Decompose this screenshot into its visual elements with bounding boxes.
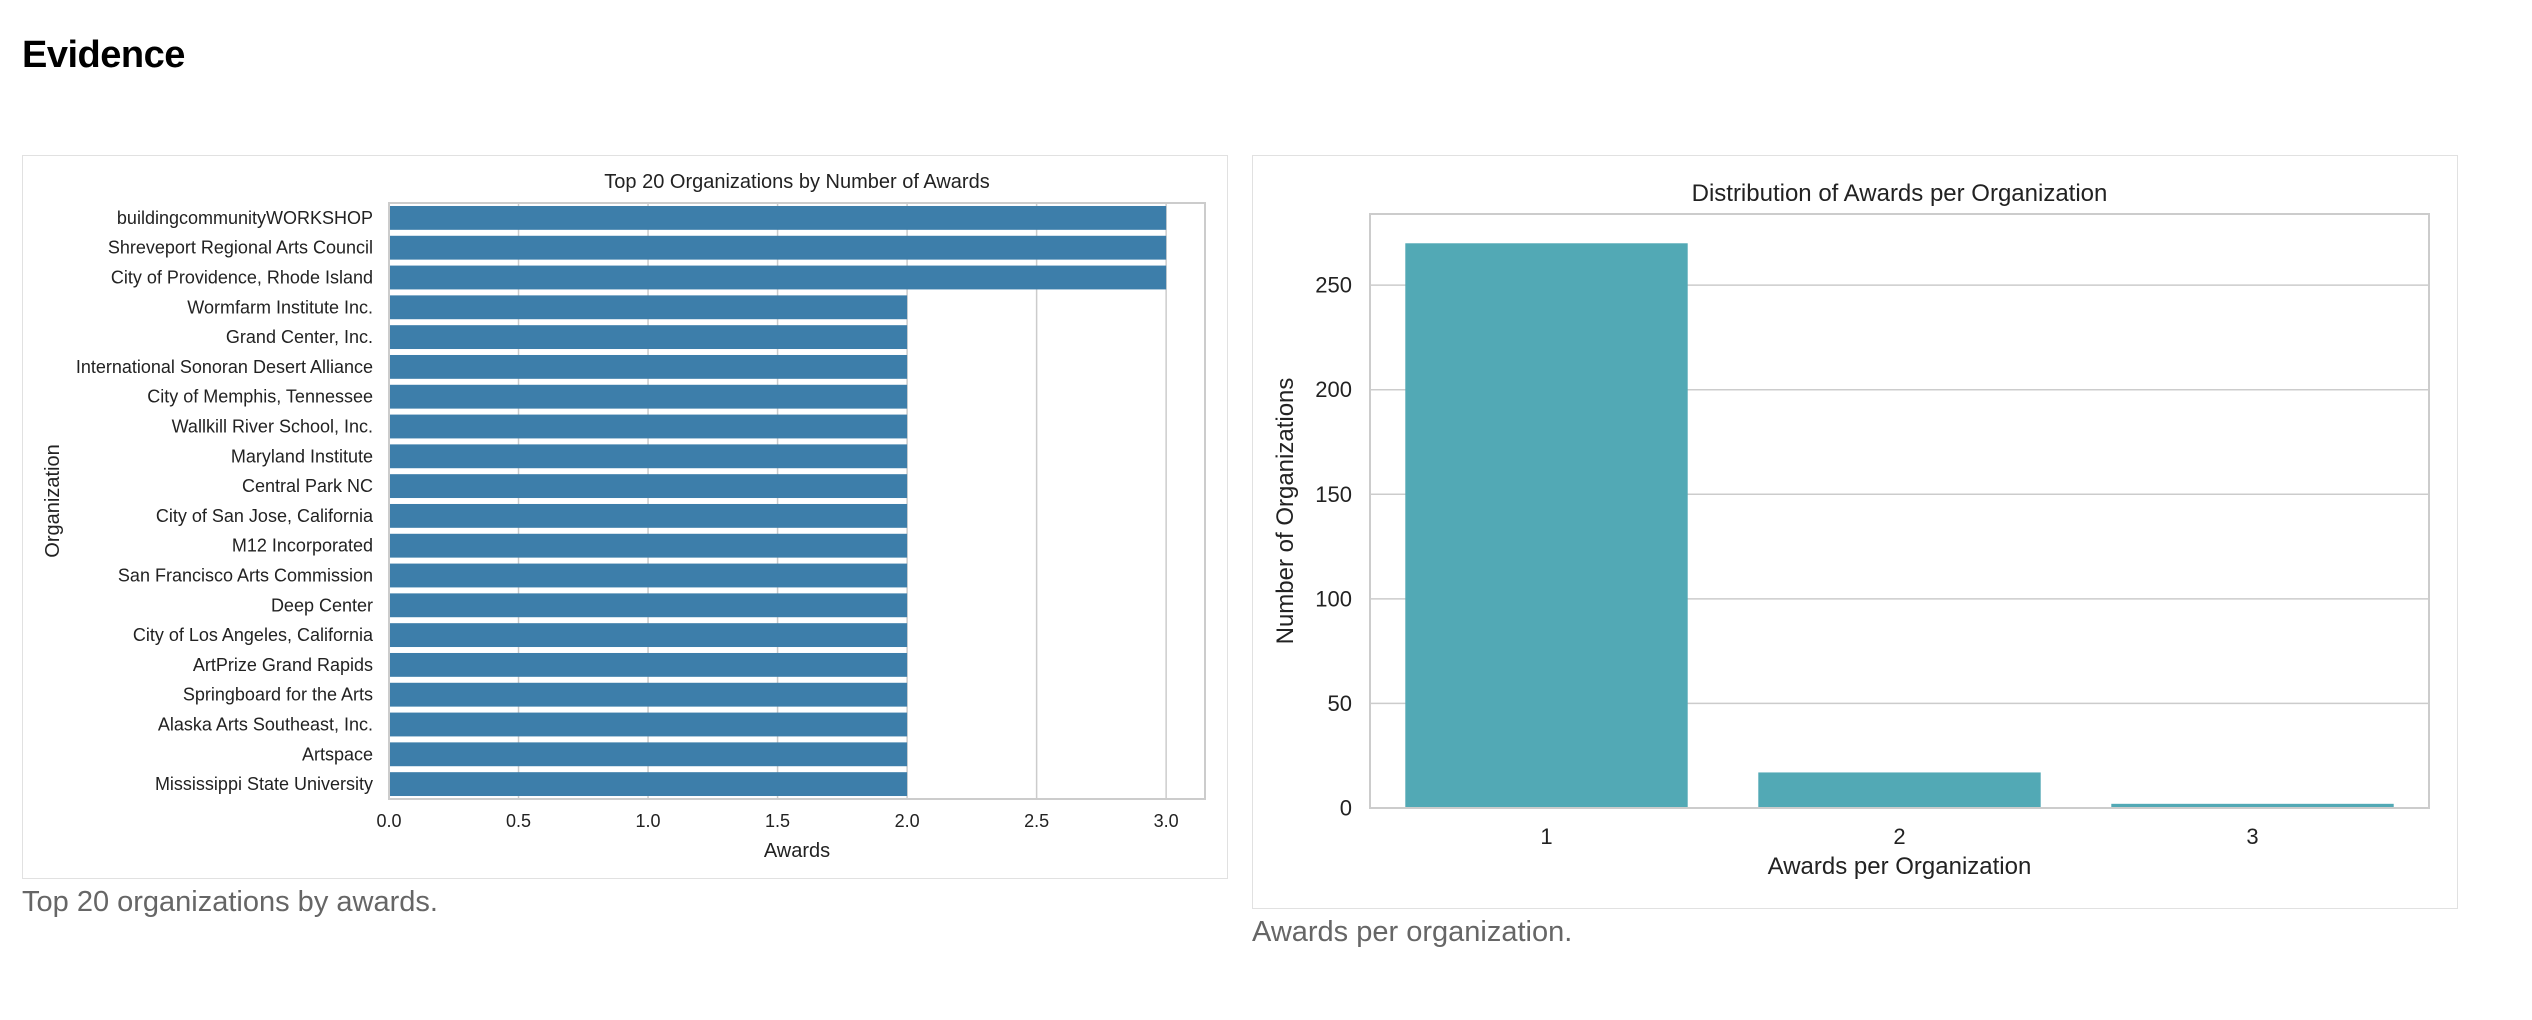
x-tick-label: 1.5 — [765, 811, 790, 831]
x-tick-label: 2.0 — [895, 811, 920, 831]
bar — [2111, 803, 2394, 808]
y-tick-label: 250 — [1315, 273, 1352, 298]
awards-distribution-chart-svg: 0 50 100 150 200 250 1 2 3 Distribution of Awards… — [1272, 180, 2430, 880]
chart-title: Distribution of Awards per Organization — [1692, 180, 2108, 207]
x-tick-label: 2.5 — [1024, 811, 1049, 831]
bar — [390, 742, 908, 767]
chart1-caption: Top 20 organizations by awards. — [22, 886, 438, 918]
bar — [390, 265, 1167, 290]
y-tick-label: ArtPrize Grand Rapids — [193, 655, 373, 675]
bar — [390, 712, 908, 737]
bar — [390, 384, 908, 409]
y-tick-label: M12 Incorporated — [232, 536, 373, 556]
y-tick-label: Wallkill River School, Inc. — [172, 417, 373, 437]
bar — [390, 325, 908, 350]
chart2-caption: Awards per organization. — [1252, 916, 1573, 948]
y-tick-label: Wormfarm Institute Inc. — [187, 297, 373, 317]
awards-distribution-chart: 0 50 100 150 200 250 1 2 3 Distribution of Awards… — [1252, 155, 2458, 909]
x-axis-label: Awards — [764, 840, 830, 862]
top-organizations-chart-svg: buildingcommunityWORKSHOP Shreveport Regi… — [42, 171, 1206, 862]
bar — [390, 354, 908, 379]
y-tick-label: City of Memphis, Tennessee — [147, 387, 373, 407]
y-tick-label: Alaska Arts Southeast, Inc. — [158, 715, 373, 735]
y-tick-label: Shreveport Regional Arts Council — [108, 238, 373, 258]
bar — [1405, 243, 1688, 809]
y-tick-label: Grand Center, Inc. — [226, 327, 373, 347]
top-organizations-chart: buildingcommunityWORKSHOP Shreveport Regi… — [22, 155, 1228, 879]
y-tick-label: Maryland Institute — [231, 446, 373, 466]
x-tick-label: 1 — [1540, 824, 1552, 849]
x-tick-label: 3 — [2246, 824, 2258, 849]
bar — [390, 623, 908, 648]
plot-frame — [1369, 213, 2430, 809]
bar — [390, 563, 908, 588]
y-tick-label: San Francisco Arts Commission — [118, 566, 373, 586]
y-tick-label: Artspace — [302, 744, 373, 764]
y-tick-label: Springboard for the Arts — [183, 685, 373, 705]
plot-frame — [388, 202, 1206, 800]
y-tick-label: 100 — [1315, 586, 1352, 611]
y-axis-label: Organization — [42, 444, 64, 557]
bar — [390, 772, 908, 797]
y-tick-label: buildingcommunityWORKSHOP — [117, 208, 373, 228]
y-tick-label: 0 — [1340, 796, 1352, 821]
x-tick-label: 2 — [1893, 824, 1905, 849]
y-tick-label: International Sonoran Desert Alliance — [76, 357, 373, 377]
y-tick-label: City of Los Angeles, California — [133, 625, 374, 645]
y-tick-label: Central Park NC — [242, 476, 373, 496]
bar — [390, 205, 1167, 230]
bar — [390, 503, 908, 528]
bar — [390, 295, 908, 320]
bar — [390, 444, 908, 469]
y-axis-label: Number of Organizations — [1272, 378, 1299, 645]
x-tick-label: 0.0 — [376, 811, 401, 831]
bar — [390, 414, 908, 439]
page-title: Evidence — [22, 34, 185, 76]
bar — [390, 682, 908, 707]
y-tick-label: City of San Jose, California — [156, 506, 374, 526]
chart-title: Top 20 Organizations by Number of Awards — [604, 171, 989, 193]
bar — [390, 593, 908, 618]
x-axis-label: Awards per Organization — [1768, 853, 2032, 880]
y-tick-label: Mississippi State University — [155, 774, 373, 794]
bar — [390, 533, 908, 558]
x-tick-label: 3.0 — [1154, 811, 1179, 831]
y-tick-label: 50 — [1328, 691, 1352, 716]
y-tick-label: City of Providence, Rhode Island — [111, 268, 373, 288]
bar — [390, 652, 908, 677]
y-tick-label: Deep Center — [271, 595, 373, 615]
y-tick-label: 150 — [1315, 482, 1352, 507]
bar — [390, 235, 1167, 260]
bar — [390, 474, 908, 499]
x-tick-label: 0.5 — [506, 811, 531, 831]
bar — [1758, 772, 2041, 808]
y-tick-label: 200 — [1315, 377, 1352, 402]
x-tick-label: 1.0 — [636, 811, 661, 831]
